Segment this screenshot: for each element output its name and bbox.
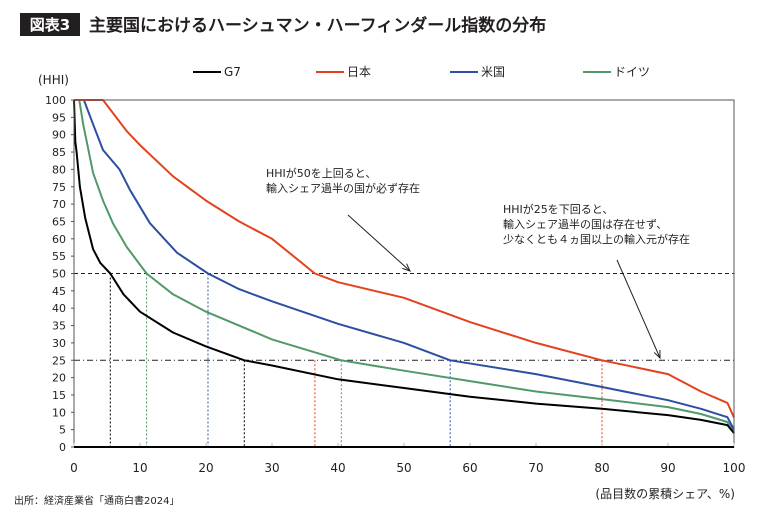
y-tick-label: 95: [52, 111, 66, 124]
y-tick-label: 60: [52, 233, 66, 246]
x-tick-label: 100: [723, 461, 746, 475]
legend-label: G7: [224, 65, 241, 79]
x-tick-label: 80: [594, 461, 609, 475]
y-tick-label: 30: [52, 337, 66, 350]
annotation-arrow: [616, 259, 661, 359]
x-tick-label: 40: [330, 461, 345, 475]
x-tick-label: 30: [264, 461, 279, 475]
y-tick-label: 55: [52, 250, 66, 263]
legend-label: 日本: [347, 65, 371, 79]
series-lines: [73, 99, 735, 434]
axes: 0 5 10 15 20 25 30 35 40 45 50 55 60 65 70 75 80 85 90 95 10…: [45, 94, 745, 475]
reference-lines: [74, 273, 734, 447]
legend-label: ドイツ: [614, 65, 650, 79]
figure-label: 図表3: [30, 16, 70, 34]
x-axis-label: (品目数の累積シェア、%): [595, 486, 735, 501]
x-tick-label: 50: [396, 461, 411, 475]
y-tick-label: 75: [52, 181, 66, 194]
y-tick-label: 70: [52, 198, 66, 211]
x-tick-label: 70: [528, 461, 543, 475]
chart-title: 主要国におけるハーシュマン・ハーフィンダール指数の分布: [89, 15, 546, 36]
series-line-ドイツ: [74, 99, 735, 434]
arrowhead-icon: [402, 263, 411, 272]
y-tick-label: 20: [52, 372, 66, 385]
y-tick-label: 15: [52, 389, 66, 402]
legend: G7 日本 米国 ドイツ: [193, 65, 650, 79]
x-tick-label: 60: [462, 461, 477, 475]
series-line-G7: [73, 99, 735, 434]
series-line-日本: [74, 99, 735, 418]
source-note: 出所：経済産業省「通商白書2024」: [14, 494, 179, 507]
y-tick-label: 25: [52, 354, 66, 367]
annotation-arrow: [347, 214, 411, 272]
y-tick-label: 40: [52, 302, 66, 315]
figure-label-box: [20, 13, 80, 36]
y-tick-label: 35: [52, 320, 66, 333]
y-tick-label: 90: [52, 129, 66, 142]
x-tick-label: 20: [198, 461, 213, 475]
y-tick-label: 65: [52, 215, 66, 228]
x-tick-label: 10: [132, 461, 147, 475]
annotation-text: 輸入シェア過半の国は存在せず、: [503, 217, 667, 231]
annotation-text: 少なくとも４ヵ国以上の輸入元が存在: [503, 232, 690, 246]
y-axis-label: (HHI): [38, 73, 69, 87]
y-tick-label: 45: [52, 285, 66, 298]
annotations: HHIが50を上回ると、輸入シェア過半の国が必ず存在 HHIが25を下回ると、輸入…: [266, 166, 690, 360]
y-tick-label: 100: [45, 94, 66, 107]
y-tick-label: 10: [52, 406, 66, 419]
series-line-米国: [74, 99, 735, 431]
y-tick-label: 0: [59, 441, 66, 454]
x-tick-label: 90: [660, 461, 675, 475]
x-tick-label: 0: [70, 461, 78, 475]
annotation-text: HHIが50を上回ると、: [266, 166, 376, 180]
y-tick-label: 80: [52, 163, 66, 176]
annotation-text: 輸入シェア過半の国が必ず存在: [266, 181, 420, 195]
y-tick-label: 5: [59, 424, 66, 437]
annotation-text: HHIが25を下回ると、: [503, 202, 613, 216]
legend-label: 米国: [481, 65, 505, 79]
y-tick-label: 50: [52, 268, 66, 281]
y-tick-label: 85: [52, 146, 66, 159]
arrowhead-icon: [653, 349, 661, 360]
